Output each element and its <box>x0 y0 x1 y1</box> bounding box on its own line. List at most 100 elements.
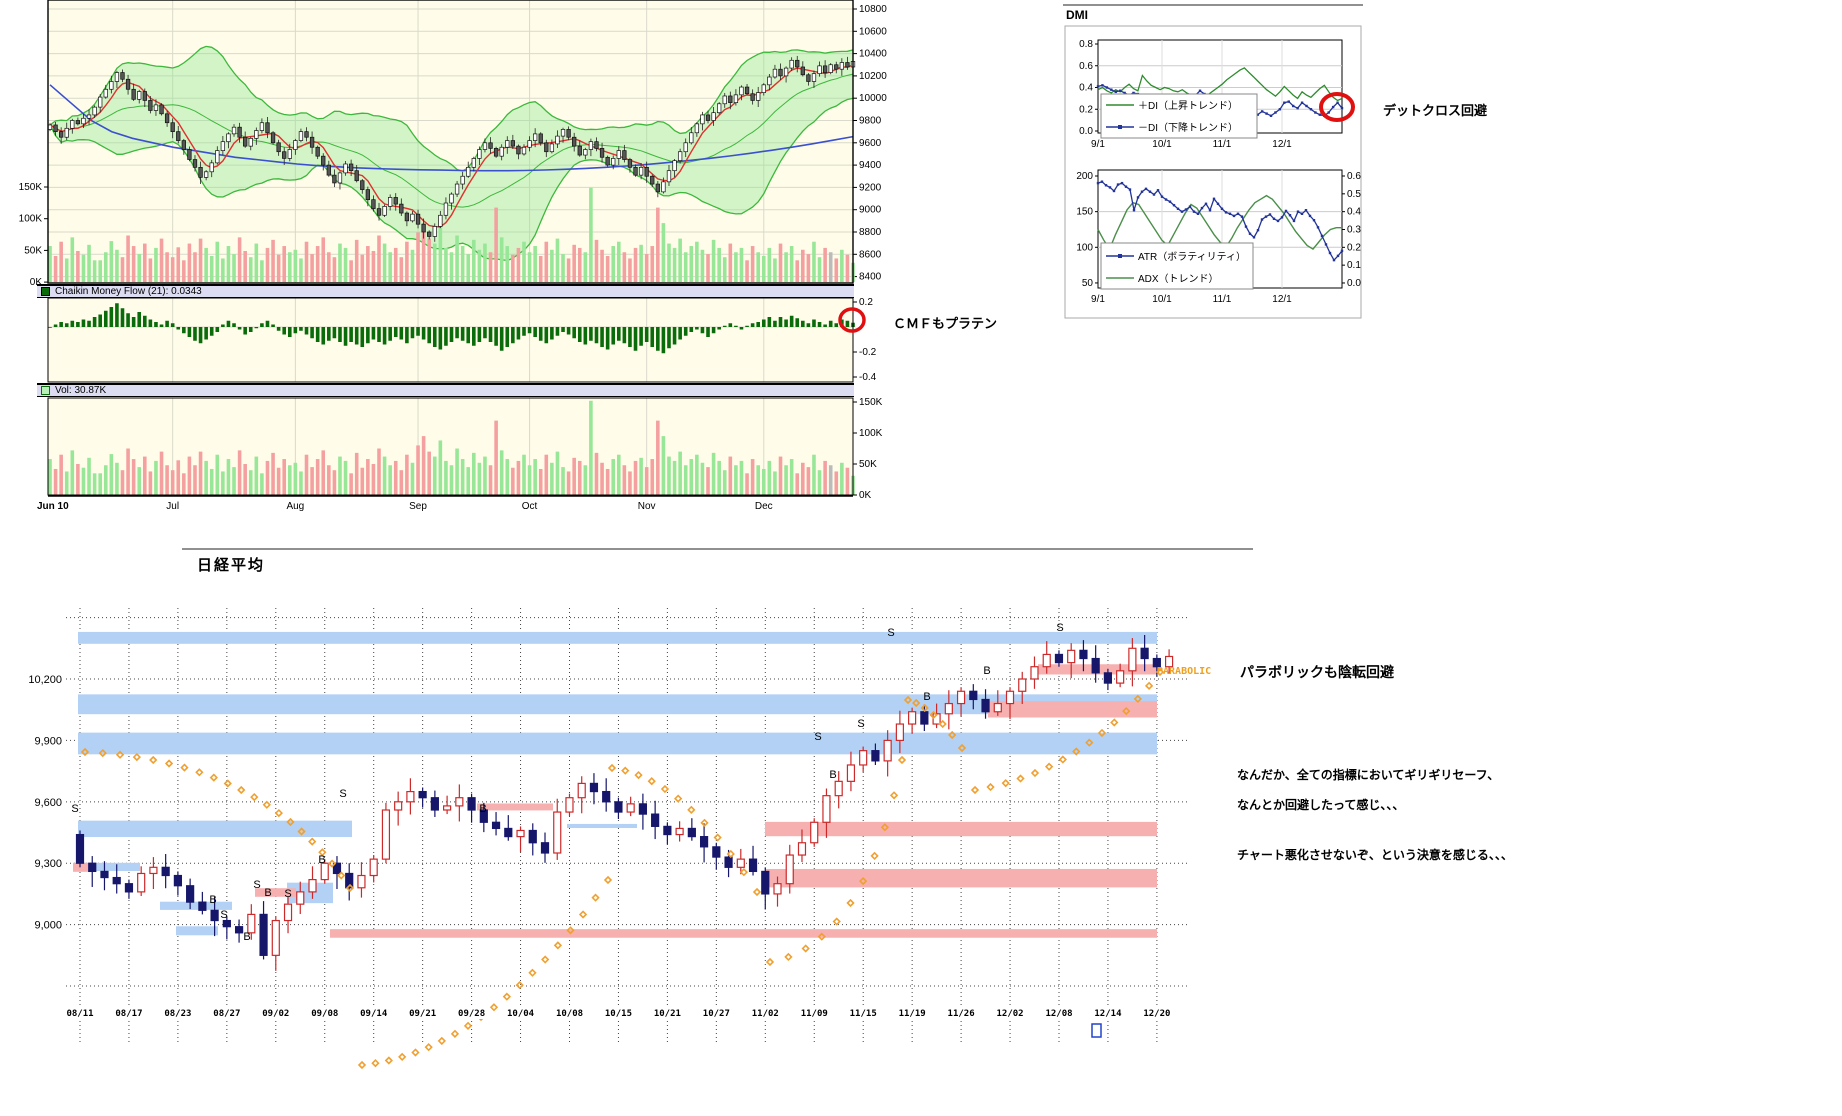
svg-text:10/1: 10/1 <box>1152 139 1172 150</box>
svg-text:Jul: Jul <box>166 501 179 512</box>
svg-text:0K: 0K <box>859 490 872 501</box>
svg-text:10600: 10600 <box>859 26 887 37</box>
comment-line-2: なんとか回避したって感じ、、、 <box>1237 798 1405 812</box>
volume-overlay-bars <box>48 187 855 282</box>
svg-text:S: S <box>1056 622 1063 634</box>
svg-text:0.1: 0.1 <box>1347 260 1361 271</box>
svg-text:10/08: 10/08 <box>556 1009 583 1019</box>
svg-text:S: S <box>339 788 346 800</box>
svg-text:150: 150 <box>1076 207 1093 218</box>
dead-cross-highlight-circle <box>1319 92 1355 122</box>
svg-text:11/1: 11/1 <box>1213 139 1232 150</box>
svg-text:50: 50 <box>1082 278 1094 289</box>
svg-text:11/09: 11/09 <box>801 1009 828 1019</box>
dmi-title: DMI <box>1066 8 1088 22</box>
svg-text:12/14: 12/14 <box>1094 1009 1122 1019</box>
svg-text:S: S <box>253 879 260 891</box>
svg-text:0.0: 0.0 <box>1079 126 1093 137</box>
svg-text:09/14: 09/14 <box>360 1009 388 1019</box>
svg-text:9/1: 9/1 <box>1091 139 1105 150</box>
svg-text:9800: 9800 <box>859 116 882 127</box>
svg-text:9400: 9400 <box>859 160 882 171</box>
svg-text:150K: 150K <box>859 397 883 408</box>
volume-panel-bars <box>48 400 855 495</box>
svg-text:0.2: 0.2 <box>1079 104 1093 115</box>
svg-text:B: B <box>479 803 486 815</box>
svg-text:8800: 8800 <box>859 227 882 238</box>
svg-text:08/23: 08/23 <box>164 1009 191 1019</box>
svg-text:9600: 9600 <box>859 138 882 149</box>
cmf-panel-header: Chaikin Money Flow (21): 0.0343 <box>37 284 854 298</box>
svg-text:B: B <box>243 931 250 943</box>
svg-text:10,200: 10,200 <box>28 674 62 686</box>
parabolic-series-label: PARABOLIC <box>1157 666 1212 677</box>
svg-text:9/1: 9/1 <box>1091 294 1105 305</box>
svg-text:100: 100 <box>1076 242 1093 253</box>
svg-text:9,600: 9,600 <box>34 797 62 809</box>
vol-legend-icon <box>41 386 50 395</box>
svg-text:0.6: 0.6 <box>1347 171 1361 182</box>
svg-text:09/08: 09/08 <box>311 1009 338 1019</box>
svg-text:Jun 10: Jun 10 <box>37 501 69 512</box>
adx-line <box>1097 194 1342 251</box>
svg-text:Dec: Dec <box>755 501 773 512</box>
svg-text:B: B <box>923 691 930 703</box>
parabolic-sar-dots <box>80 667 1165 1070</box>
svg-text:0.2: 0.2 <box>1347 242 1361 253</box>
svg-text:9,300: 9,300 <box>34 858 62 870</box>
svg-text:-0.2: -0.2 <box>859 347 877 358</box>
svg-text:ATR（ボラティリティ）: ATR（ボラティリティ） <box>1138 251 1246 263</box>
svg-text:Oct: Oct <box>522 501 538 512</box>
svg-text:-0.4: -0.4 <box>859 372 877 383</box>
svg-text:S: S <box>857 718 864 730</box>
svg-text:Aug: Aug <box>286 501 304 512</box>
svg-text:12/02: 12/02 <box>997 1009 1024 1019</box>
nikkei-divider-rule <box>182 548 1253 550</box>
svg-text:10/27: 10/27 <box>703 1009 730 1019</box>
cmf-note: ＣＭＦもプラテン <box>893 316 998 331</box>
cmf-header-label: Chaikin Money Flow (21): 0.0343 <box>55 286 202 297</box>
svg-text:10800: 10800 <box>859 4 887 15</box>
dmi-divider-rule <box>1063 4 1363 6</box>
svg-text:09/28: 09/28 <box>458 1009 485 1019</box>
svg-text:0.8: 0.8 <box>1079 39 1093 50</box>
svg-text:B: B <box>209 894 216 906</box>
svg-text:09/21: 09/21 <box>409 1009 436 1019</box>
svg-text:Sep: Sep <box>409 501 427 512</box>
blue-box-glyph <box>1091 1023 1102 1038</box>
vol-header-label: Vol: 30.87K <box>55 385 107 396</box>
svg-text:11/19: 11/19 <box>899 1009 926 1019</box>
cmf-highlight-circle <box>838 307 866 333</box>
parabolic-note: パラボリックも陰転回避 <box>1240 664 1394 680</box>
svg-text:0.4: 0.4 <box>1079 83 1093 94</box>
svg-text:9000: 9000 <box>859 205 882 216</box>
svg-text:09/02: 09/02 <box>262 1009 289 1019</box>
svg-text:08/11: 08/11 <box>66 1009 93 1019</box>
svg-text:50K: 50K <box>859 459 877 470</box>
plus-di-line <box>1097 67 1343 102</box>
svg-text:0K: 0K <box>30 277 43 288</box>
svg-text:ADX（トレンド）: ADX（トレンド） <box>1138 273 1219 285</box>
svg-text:9200: 9200 <box>859 182 882 193</box>
svg-text:0.4: 0.4 <box>1347 207 1361 218</box>
svg-text:S: S <box>814 731 821 743</box>
svg-text:B: B <box>264 887 271 899</box>
top-candles <box>47 55 856 242</box>
svg-text:0.3: 0.3 <box>1347 224 1361 235</box>
svg-text:B: B <box>983 665 990 677</box>
vol-panel-header: Vol: 30.87K <box>37 383 854 397</box>
svg-text:12/1: 12/1 <box>1272 139 1292 150</box>
svg-text:0.0: 0.0 <box>1347 278 1361 289</box>
svg-text:10000: 10000 <box>859 93 887 104</box>
dead-cross-note: デットクロス回避 <box>1383 103 1488 118</box>
dmi-panel: 0.8 0.6 0.4 0.2 0.0 9/1 10/1 11/1 12/1 ＋DI（上昇トレンド… <box>1064 25 1362 319</box>
svg-text:9,000: 9,000 <box>34 920 62 932</box>
svg-text:11/1: 11/1 <box>1213 294 1232 305</box>
svg-text:0.5: 0.5 <box>1347 189 1361 200</box>
svg-text:08/17: 08/17 <box>115 1009 142 1019</box>
comment-line-3: チャート悪化させないぞ、という決意を感じる、、、 <box>1237 848 1513 862</box>
bottom-candles <box>75 634 1174 971</box>
svg-text:10/1: 10/1 <box>1152 294 1172 305</box>
